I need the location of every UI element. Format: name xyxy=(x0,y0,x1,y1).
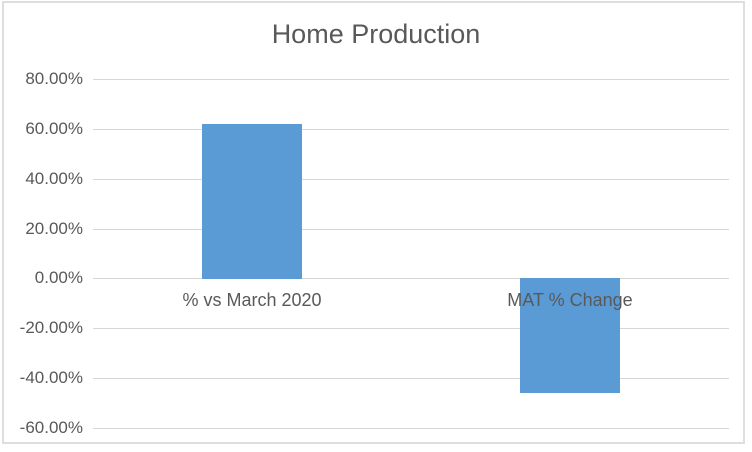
bar xyxy=(520,278,620,393)
gridline xyxy=(93,328,729,329)
chart-frame xyxy=(2,1,745,444)
gridline xyxy=(93,79,729,80)
gridline xyxy=(93,229,729,230)
y-axis-tick-label: 60.00% xyxy=(25,119,83,138)
y-axis-tick-label: -20.00% xyxy=(19,318,83,337)
category-label: % vs March 2020 xyxy=(182,290,322,310)
category-label: MAT % Change xyxy=(507,290,633,310)
y-axis-tick-label: -60.00% xyxy=(19,418,83,437)
chart-title: Home Production xyxy=(271,19,481,49)
bar xyxy=(202,124,302,279)
y-axis-tick-label: 0.00% xyxy=(34,268,83,287)
y-axis-tick-label: 20.00% xyxy=(25,219,83,238)
gridline xyxy=(93,278,729,279)
y-axis-tick-label: 40.00% xyxy=(25,169,83,188)
y-axis-tick-label: 80.00% xyxy=(25,69,83,88)
gridline xyxy=(93,129,729,130)
gridline xyxy=(93,428,729,429)
y-axis-tick-label: -40.00% xyxy=(19,368,83,387)
gridline xyxy=(93,179,729,180)
gridline xyxy=(93,378,729,379)
